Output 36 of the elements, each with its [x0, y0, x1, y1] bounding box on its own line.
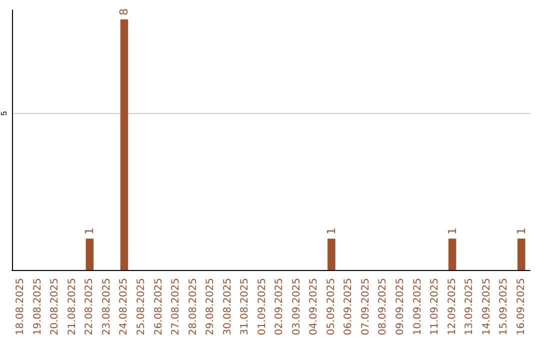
x-tick-label: 19.08.2025: [32, 278, 44, 336]
x-tick-label: 07.09.2025: [360, 278, 372, 336]
x-tick-label: 09.09.2025: [395, 278, 406, 336]
x-tick-label: 21.08.2025: [66, 278, 78, 336]
x-tick-label: 13.09.2025: [464, 278, 476, 336]
x-tick-label: 04.09.2025: [308, 278, 320, 336]
data-label: 1: [446, 228, 459, 235]
x-tick-label: 25.08.2025: [136, 278, 147, 336]
x-tick-label: 27.08.2025: [170, 278, 182, 336]
x-tick-label: 28.08.2025: [188, 278, 199, 336]
x-tick-label: 12.09.2025: [446, 278, 458, 336]
x-tick-label: 31.08.2025: [240, 278, 251, 336]
data-label: 1: [324, 228, 338, 235]
x-tick-label: 11.09.2025: [430, 278, 441, 336]
x-tick-label: 06.09.2025: [343, 278, 354, 336]
x-tick-label: 01.09.2025: [256, 278, 268, 336]
x-tick-label: 22.08.2025: [84, 278, 96, 336]
x-tick-label: 30.08.2025: [222, 278, 234, 336]
x-tick-label: 24.08.2025: [118, 278, 130, 336]
x-tick-label: 18.08.2025: [15, 278, 26, 336]
data-label: 1: [83, 228, 96, 235]
x-tick-label: 14.09.2025: [481, 278, 492, 336]
x-tick-label: 05.09.2025: [326, 278, 337, 336]
x-tick-label: 03.09.2025: [291, 278, 302, 336]
x-tick-label: 26.08.2025: [153, 278, 164, 336]
x-tick-label: 16.09.2025: [516, 278, 527, 336]
data-label: 1: [514, 228, 528, 235]
x-tick-label: 02.09.2025: [274, 278, 286, 336]
x-tick-label: 08.09.2025: [378, 278, 389, 336]
x-tick-label: 15.09.2025: [498, 278, 510, 336]
x-tick-label: 20.08.2025: [50, 278, 61, 336]
y-tick-label: 5: [0, 110, 8, 116]
x-tick-label: 10.09.2025: [412, 278, 424, 336]
data-label: 8: [118, 8, 131, 16]
x-tick-label: 29.08.2025: [205, 278, 216, 336]
x-tick-label: 23.08.2025: [101, 278, 112, 336]
